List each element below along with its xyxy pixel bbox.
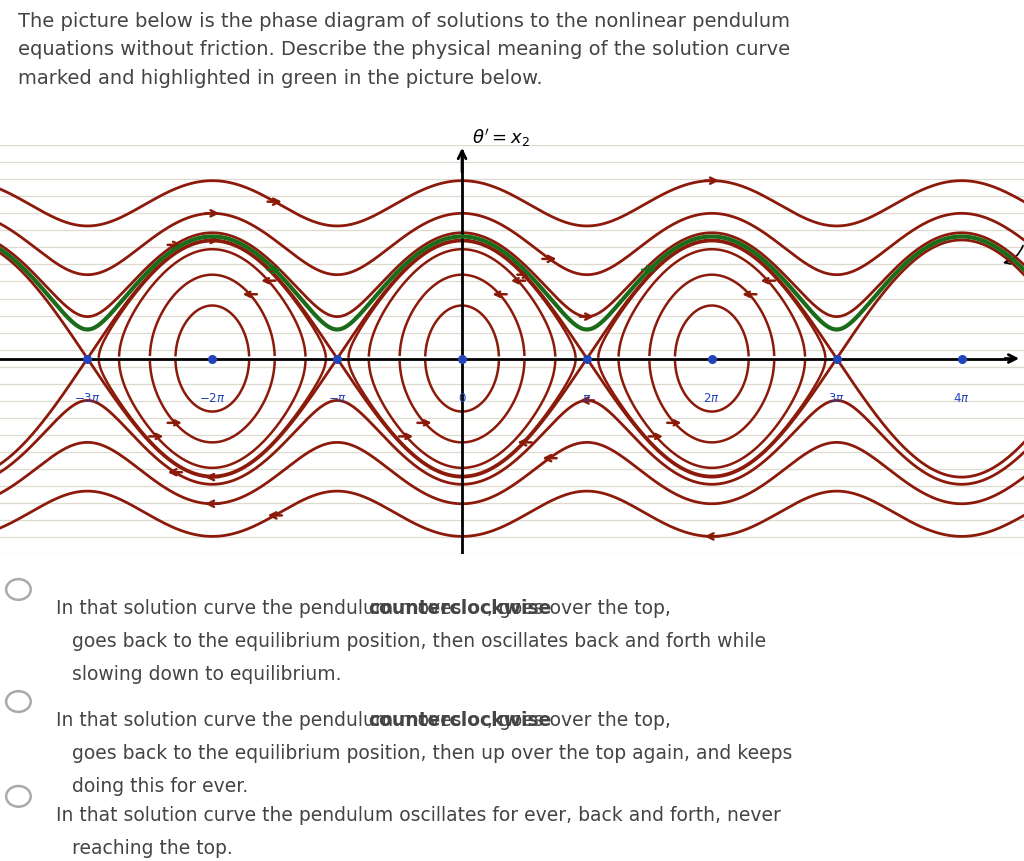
Text: $2\pi$: $2\pi$ xyxy=(703,392,720,405)
Text: In that solution curve the pendulum oscillates for ever, back and forth, never: In that solution curve the pendulum osci… xyxy=(56,805,781,824)
Text: goes back to the equilibrium position, then up over the top again, and keeps: goes back to the equilibrium position, t… xyxy=(72,743,792,762)
Text: , goes over the top,: , goes over the top, xyxy=(487,710,671,729)
Text: doing this for ever.: doing this for ever. xyxy=(72,776,248,795)
Text: $3\pi$: $3\pi$ xyxy=(828,392,845,405)
Text: In that solution curve the pendulum moves: In that solution curve the pendulum move… xyxy=(56,710,468,729)
Text: The picture below is the phase diagram of solutions to the nonlinear pendulum
eq: The picture below is the phase diagram o… xyxy=(18,12,791,88)
Text: counterclockwise: counterclockwise xyxy=(369,598,552,617)
Text: $0$: $0$ xyxy=(458,392,466,405)
Text: $4\pi$: $4\pi$ xyxy=(953,392,970,405)
Text: $\theta^{\prime} = x_2$: $\theta^{\prime} = x_2$ xyxy=(472,127,529,149)
Text: goes back to the equilibrium position, then oscillates back and forth while: goes back to the equilibrium position, t… xyxy=(72,631,766,650)
Text: slowing down to equilibrium.: slowing down to equilibrium. xyxy=(72,664,341,683)
Text: $-2\pi$: $-2\pi$ xyxy=(199,392,225,405)
Text: counterclockwise: counterclockwise xyxy=(369,710,552,729)
Text: $-3\pi$: $-3\pi$ xyxy=(74,392,100,405)
Text: , goes over the top,: , goes over the top, xyxy=(487,598,671,617)
Text: In that solution curve the pendulum moves: In that solution curve the pendulum move… xyxy=(56,598,468,617)
Text: $\pi$: $\pi$ xyxy=(583,392,592,405)
Text: reaching the top.: reaching the top. xyxy=(72,838,232,857)
Text: $-\pi$: $-\pi$ xyxy=(328,392,347,405)
